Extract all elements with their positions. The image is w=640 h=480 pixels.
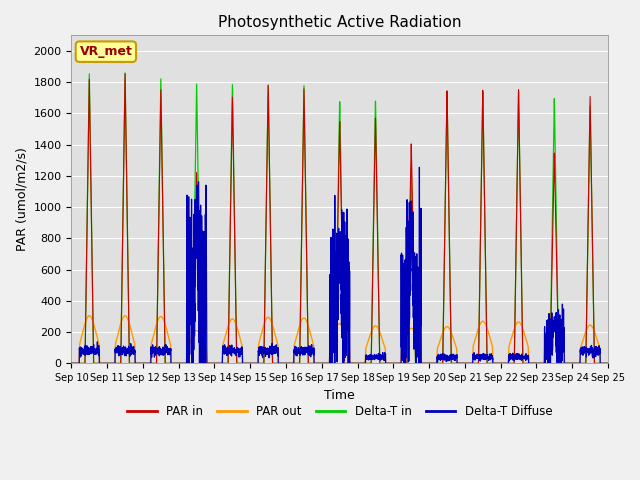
Text: VR_met: VR_met bbox=[79, 45, 132, 58]
Title: Photosynthetic Active Radiation: Photosynthetic Active Radiation bbox=[218, 15, 461, 30]
Y-axis label: PAR (umol/m2/s): PAR (umol/m2/s) bbox=[15, 147, 28, 252]
X-axis label: Time: Time bbox=[324, 389, 355, 402]
Legend: PAR in, PAR out, Delta-T in, Delta-T Diffuse: PAR in, PAR out, Delta-T in, Delta-T Dif… bbox=[122, 401, 557, 423]
